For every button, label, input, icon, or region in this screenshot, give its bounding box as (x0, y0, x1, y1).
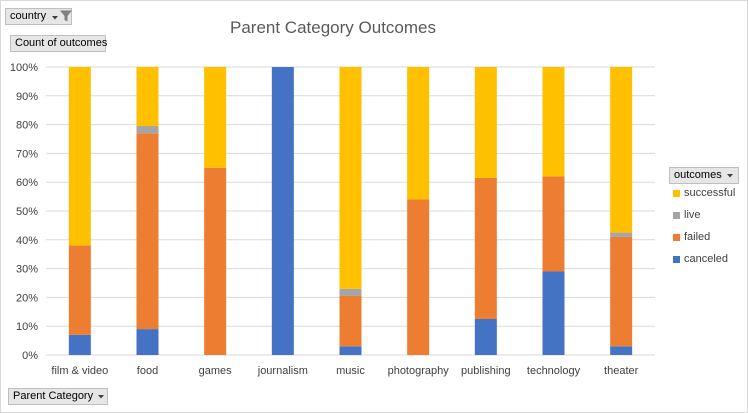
legend-label: successful (684, 187, 736, 199)
axis-field-label: Parent Category (13, 390, 94, 402)
legend-swatch (673, 256, 680, 263)
legend-field-button[interactable]: outcomes (669, 167, 739, 184)
bar-segment-failed (136, 133, 159, 330)
bar-segment-successful (542, 67, 565, 177)
chart-legend: successful live failed canceled (668, 184, 742, 272)
legend-item[interactable]: failed (668, 228, 742, 250)
filter-dropdown-icon (52, 10, 73, 22)
bar-segment-live (610, 232, 633, 237)
dropdown-arrow-icon (98, 395, 105, 399)
country-filter-button[interactable]: country (5, 8, 73, 25)
bar-segment-failed (339, 295, 362, 347)
x-tick-label: food (137, 365, 158, 377)
bar-segment-failed (610, 236, 633, 347)
x-tick-label: film & video (51, 365, 108, 377)
legend-label: live (684, 209, 701, 221)
legend-item[interactable]: live (668, 206, 742, 228)
bar-segment-canceled (136, 329, 159, 355)
y-tick-label: 10% (16, 321, 38, 333)
bar-segment-canceled (271, 67, 294, 355)
legend-label: canceled (684, 253, 729, 265)
legend-item[interactable]: canceled (668, 250, 742, 272)
legend-item[interactable]: successful (668, 184, 742, 206)
x-tick-label: music (336, 365, 365, 377)
y-tick-label: 40% (16, 235, 38, 247)
y-tick-label: 50% (16, 206, 38, 218)
y-tick-label: 100% (10, 62, 38, 74)
value-field-label: Count of outcomes (15, 37, 108, 49)
bar-segment-failed (474, 177, 497, 319)
y-tick-label: 30% (16, 264, 38, 276)
legend-field-label: outcomes (674, 169, 722, 181)
legend-swatch (673, 234, 680, 241)
axis-field-button[interactable]: Parent Category (8, 388, 108, 405)
bar-segment-successful (136, 67, 159, 127)
legend-swatch (673, 212, 680, 219)
y-tick-label: 80% (16, 120, 38, 132)
x-tick-label: publishing (461, 365, 511, 377)
bar-segment-live (339, 288, 362, 296)
y-tick-label: 0% (22, 350, 38, 362)
x-tick-label: journalism (257, 365, 308, 377)
bar-segment-canceled (339, 346, 362, 355)
legend-label: failed (684, 231, 711, 243)
bar-segment-successful (407, 67, 430, 200)
bar-segment-canceled (610, 346, 633, 355)
bar-segment-failed (542, 176, 565, 272)
y-tick-label: 60% (16, 177, 38, 189)
bar-segment-successful (339, 67, 362, 289)
dropdown-arrow-icon (726, 174, 733, 178)
bar-segment-successful (610, 67, 633, 233)
x-tick-label: games (199, 365, 233, 377)
legend-swatch (673, 190, 680, 197)
bar-segment-successful (68, 67, 91, 246)
bar-segment-canceled (474, 319, 497, 355)
bar-segment-successful (474, 67, 497, 178)
bar-segment-failed (407, 199, 430, 355)
y-tick-label: 90% (16, 91, 38, 103)
bar-segment-canceled (68, 334, 91, 355)
bar-segment-canceled (542, 271, 565, 355)
y-tick-label: 20% (16, 292, 38, 304)
value-field-button[interactable]: Count of outcomes (10, 35, 108, 52)
chart-title: Parent Category Outcomes (230, 18, 436, 37)
y-tick-label: 70% (16, 148, 38, 160)
x-tick-label: technology (527, 365, 581, 377)
x-tick-label: theater (604, 365, 639, 377)
bar-segment-failed (204, 167, 227, 355)
x-tick-label: photography (388, 365, 450, 377)
country-filter-label: country (10, 10, 47, 22)
bar-segment-failed (68, 245, 91, 335)
bar-segment-live (136, 126, 159, 134)
bar-segment-successful (204, 67, 227, 168)
